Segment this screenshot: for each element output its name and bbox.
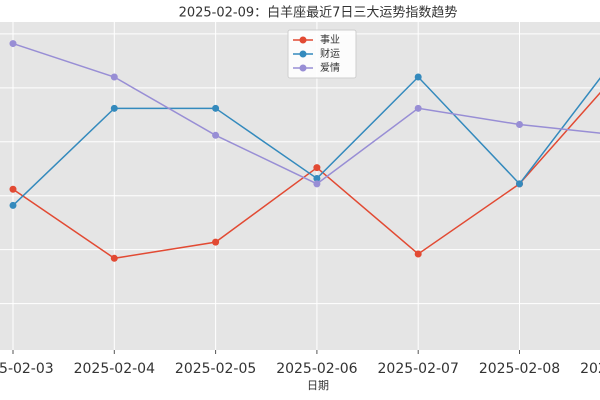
data-point (212, 104, 220, 112)
data-point (414, 250, 422, 258)
legend-marker (299, 36, 307, 44)
data-point (110, 254, 118, 262)
data-point (9, 185, 17, 193)
legend-label: 财运 (320, 47, 340, 60)
legend-label: 爱情 (320, 61, 340, 74)
x-axis-label: 日期 (307, 379, 329, 392)
data-point (313, 174, 321, 182)
x-tick-label: 2025-02-05 (175, 361, 256, 377)
legend-marker (299, 64, 307, 72)
data-point (313, 180, 321, 188)
chart-title: 2025-02-09：白羊座最近7日三大运势指数趋势 (179, 5, 458, 21)
x-tick-label: 2025-02-06 (276, 361, 357, 377)
x-tick-label: 2025-02-08 (479, 361, 560, 377)
x-tick-label: 2025-02-07 (378, 361, 459, 377)
data-point (414, 104, 422, 112)
data-point (9, 201, 17, 209)
x-tick-label: 2025-02-04 (74, 361, 155, 377)
data-point (212, 131, 220, 139)
legend-label: 事业 (320, 33, 340, 46)
data-point (414, 73, 422, 81)
legend-marker (299, 50, 307, 58)
data-point (516, 121, 523, 128)
data-point (516, 180, 523, 188)
data-point (110, 104, 118, 112)
data-point (313, 164, 321, 172)
data-point (9, 40, 17, 48)
x-tick-label: 2025-02-03 (0, 361, 54, 377)
data-point (110, 73, 118, 81)
data-point (212, 238, 220, 246)
x-tick-label: 2025-02-09 (580, 361, 600, 377)
